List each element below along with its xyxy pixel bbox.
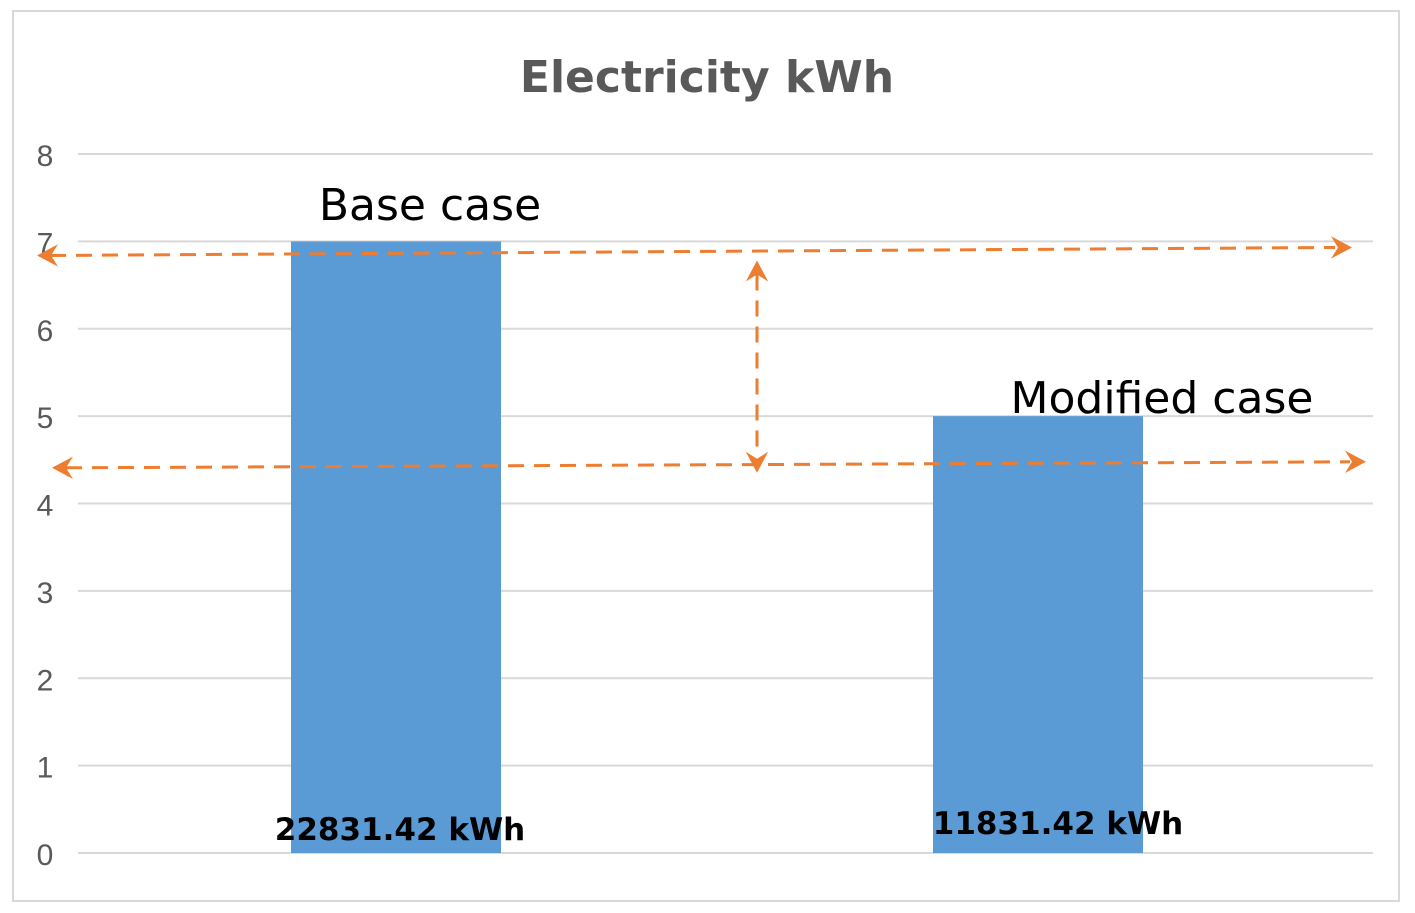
chart-frame <box>12 10 1400 902</box>
arrowhead-right-lower <box>1345 450 1366 474</box>
y-tick-label: 3 <box>37 577 54 610</box>
bar <box>291 241 501 853</box>
y-tick-label: 4 <box>37 490 54 523</box>
category-label: Base case <box>319 180 541 231</box>
arrowhead-right-upper <box>1331 236 1352 259</box>
arrowhead-up <box>745 260 769 282</box>
category-label: Modified case <box>1011 373 1314 424</box>
y-tick-label: 5 <box>37 402 54 435</box>
y-tick-label: 2 <box>37 664 54 697</box>
reference-line-upper <box>49 245 1336 257</box>
bar <box>933 416 1143 853</box>
bars: Base case 22831.42 kWh Modified case 11831.… <box>275 180 1314 853</box>
data-label: 11831.42 kWh <box>933 806 1183 842</box>
data-label: 22831.42 kWh <box>275 812 525 848</box>
annotations <box>37 236 1366 480</box>
y-tick-label: 6 <box>37 315 54 348</box>
chart-title: Electricity kWh <box>520 52 894 103</box>
gridlines <box>78 153 1373 854</box>
arrowhead-down <box>745 451 769 473</box>
y-tick-label: 0 <box>37 839 54 872</box>
reference-line-lower <box>65 460 1351 470</box>
y-tick-label: 8 <box>37 140 54 173</box>
y-tick-label: 1 <box>37 752 54 785</box>
arrowhead-left-lower <box>52 456 73 480</box>
arrowhead-left-upper <box>37 244 58 267</box>
